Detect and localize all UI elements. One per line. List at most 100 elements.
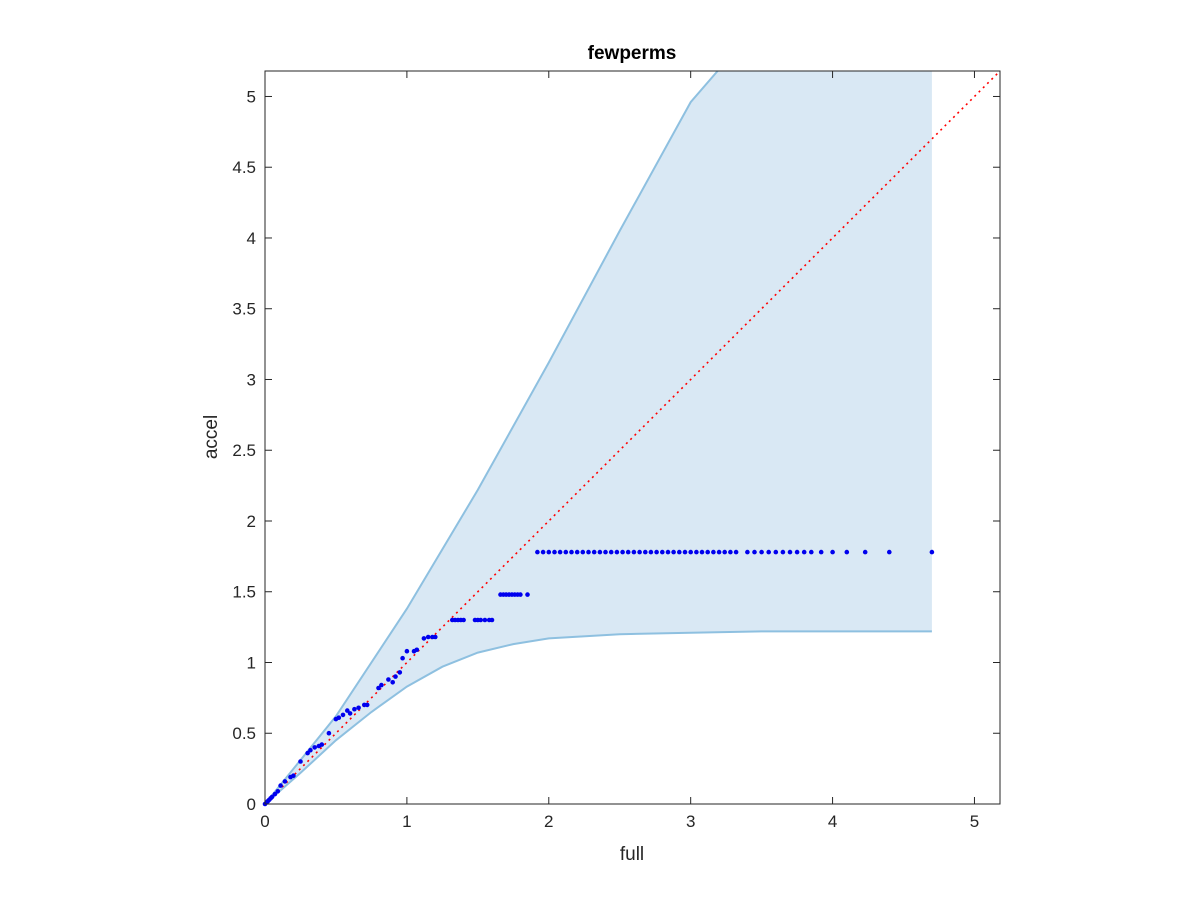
data-point (688, 549, 693, 555)
data-point (887, 549, 892, 555)
data-point (608, 549, 614, 555)
data-point (591, 549, 597, 555)
data-point (546, 549, 552, 555)
data-point (766, 549, 771, 555)
data-point (298, 759, 303, 764)
data-point (699, 549, 705, 555)
data-point (275, 789, 281, 794)
data-point (433, 634, 438, 640)
data-point (308, 747, 313, 753)
x-tick-label: 2 (544, 812, 553, 831)
data-point (614, 549, 620, 555)
data-point (716, 549, 722, 555)
y-tick-label: 0.5 (232, 724, 256, 743)
data-point (535, 549, 540, 555)
x-axis-label: full (620, 844, 644, 865)
data-point (364, 702, 370, 708)
data-point (326, 730, 332, 736)
data-point (421, 636, 427, 641)
data-point (745, 549, 750, 555)
data-point (305, 750, 310, 756)
y-tick-label: 1 (247, 653, 256, 672)
data-point (552, 549, 557, 555)
data-point (625, 549, 631, 555)
data-point (677, 549, 682, 555)
data-point (356, 705, 361, 711)
y-tick-label: 4.5 (232, 158, 256, 177)
data-point (414, 647, 420, 653)
data-point (379, 682, 384, 688)
chart-title: fewperms (588, 43, 677, 64)
data-point (603, 549, 608, 555)
data-point (569, 549, 574, 555)
data-point (586, 549, 591, 555)
data-point (563, 549, 569, 555)
x-tick-label: 1 (402, 812, 411, 831)
data-point (780, 549, 786, 555)
y-tick-label: 5 (247, 87, 256, 106)
data-point (660, 549, 665, 555)
data-point (801, 549, 807, 555)
data-point (862, 549, 868, 555)
y-tick-label: 3 (247, 370, 256, 389)
y-axis-ticks: 0 0.5 1 1.5 2 2.5 3 3.5 4 4.5 5 (232, 87, 1000, 814)
data-point (648, 549, 654, 555)
y-tick-label: 1.5 (232, 583, 256, 602)
reference-line (264, 70, 1001, 805)
data-point (376, 685, 381, 691)
x-tick-label: 3 (686, 812, 695, 831)
x-axis-ticks: 0 1 2 3 4 5 (260, 71, 979, 831)
confidence-band (264, 70, 932, 805)
data-point (345, 708, 350, 713)
data-point (759, 549, 764, 555)
data-point (844, 549, 850, 555)
reference-line-path (264, 70, 1001, 805)
data-point (654, 549, 659, 555)
band-upper-edge (264, 70, 719, 805)
data-point (830, 549, 835, 555)
band-fill (265, 71, 932, 804)
data-point (482, 617, 488, 623)
data-point (620, 549, 625, 555)
data-point (478, 617, 484, 623)
data-point (705, 549, 710, 555)
data-point (574, 549, 580, 555)
data-point (580, 549, 586, 555)
data-point (319, 742, 325, 747)
data-point (518, 592, 523, 597)
data-point (694, 549, 699, 555)
data-point (665, 549, 671, 555)
data-point (291, 773, 296, 778)
data-point (461, 617, 466, 623)
y-tick-label: 2.5 (232, 441, 256, 460)
data-point (809, 549, 814, 555)
y-tick-label: 2 (247, 512, 256, 531)
data-point (643, 549, 648, 555)
data-point (347, 711, 353, 716)
data-point (525, 592, 530, 597)
data-point (631, 549, 637, 555)
data-point (637, 549, 642, 555)
data-point (722, 549, 727, 555)
data-point (557, 549, 563, 555)
data-point (425, 634, 431, 640)
data-point (336, 715, 342, 720)
data-point (540, 549, 546, 555)
data-point (733, 549, 739, 555)
data-point (393, 674, 398, 679)
y-tick-label: 4 (247, 229, 256, 248)
axes-box (264, 70, 1001, 805)
x-tick-label: 4 (828, 812, 837, 831)
data-point (671, 549, 676, 555)
data-point (397, 670, 403, 675)
data-point (773, 549, 779, 555)
y-tick-label: 0 (247, 795, 256, 814)
data-point (278, 783, 283, 788)
data-point (390, 680, 396, 685)
x-tick-label: 5 (970, 812, 979, 831)
data-point (929, 549, 935, 555)
data-point (386, 677, 391, 682)
data-point (400, 655, 405, 661)
data-point (404, 648, 410, 654)
